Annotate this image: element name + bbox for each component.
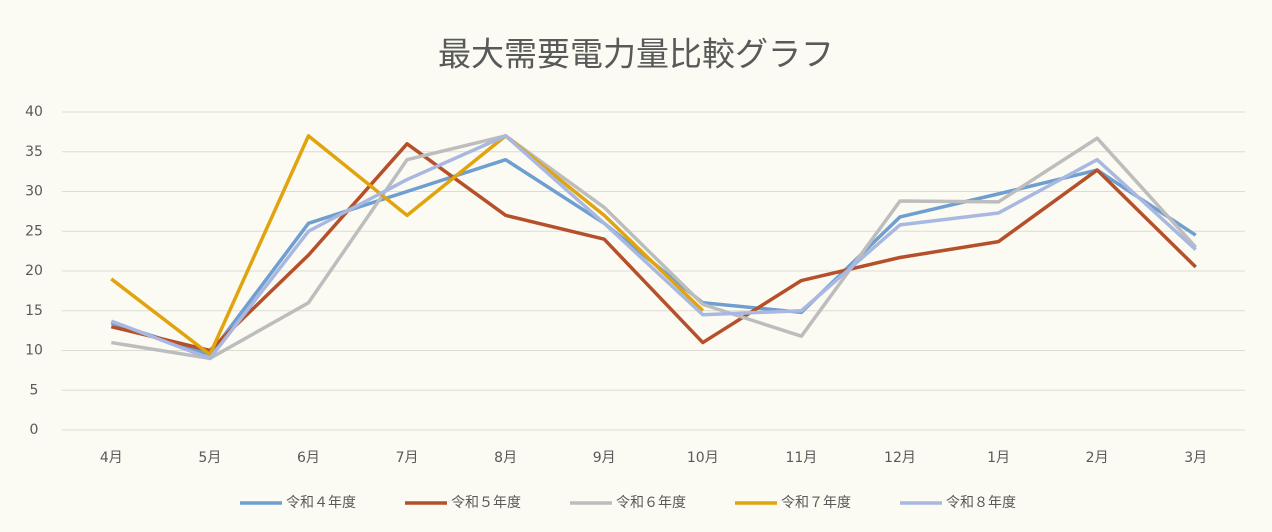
y-tick-label: 25 bbox=[25, 223, 43, 239]
chart-title: 最大需要電力量比較グラフ bbox=[438, 35, 834, 74]
legend-label: 令和７年度 bbox=[781, 495, 851, 511]
x-tick-label: 8月 bbox=[494, 450, 517, 466]
series-line bbox=[110, 142, 1197, 353]
series-line bbox=[110, 134, 705, 357]
x-tick-label: 12月 bbox=[884, 450, 916, 466]
legend-label: 令和４年度 bbox=[286, 495, 356, 511]
y-tick-label: 0 bbox=[30, 422, 39, 438]
x-tick-label: 6月 bbox=[297, 450, 320, 466]
x-tick-label: 2月 bbox=[1086, 450, 1109, 466]
y-tick-label: 10 bbox=[25, 343, 43, 359]
y-tick-label: 20 bbox=[25, 263, 43, 279]
x-tick-label: 3月 bbox=[1184, 450, 1207, 466]
y-tick-label: 30 bbox=[25, 184, 43, 200]
series-line bbox=[111, 134, 1198, 361]
x-tick-label: 10月 bbox=[687, 450, 719, 466]
y-tick-label: 35 bbox=[25, 144, 43, 160]
x-tick-label: 9月 bbox=[593, 450, 616, 466]
x-tick-label: 4月 bbox=[100, 450, 123, 466]
x-tick-label: 7月 bbox=[396, 450, 419, 466]
x-tick-label: 11月 bbox=[785, 450, 817, 466]
legend-label: 令和６年度 bbox=[616, 495, 686, 511]
series-line bbox=[110, 134, 1197, 361]
legend-label: 令和８年度 bbox=[946, 495, 1016, 511]
x-tick-label: 5月 bbox=[198, 450, 221, 466]
y-tick-label: 5 bbox=[30, 382, 39, 398]
x-tick-label: 1月 bbox=[987, 450, 1010, 466]
y-tick-label: 15 bbox=[25, 303, 43, 319]
legend-label: 令和５年度 bbox=[451, 495, 521, 511]
y-tick-label: 40 bbox=[25, 104, 43, 120]
